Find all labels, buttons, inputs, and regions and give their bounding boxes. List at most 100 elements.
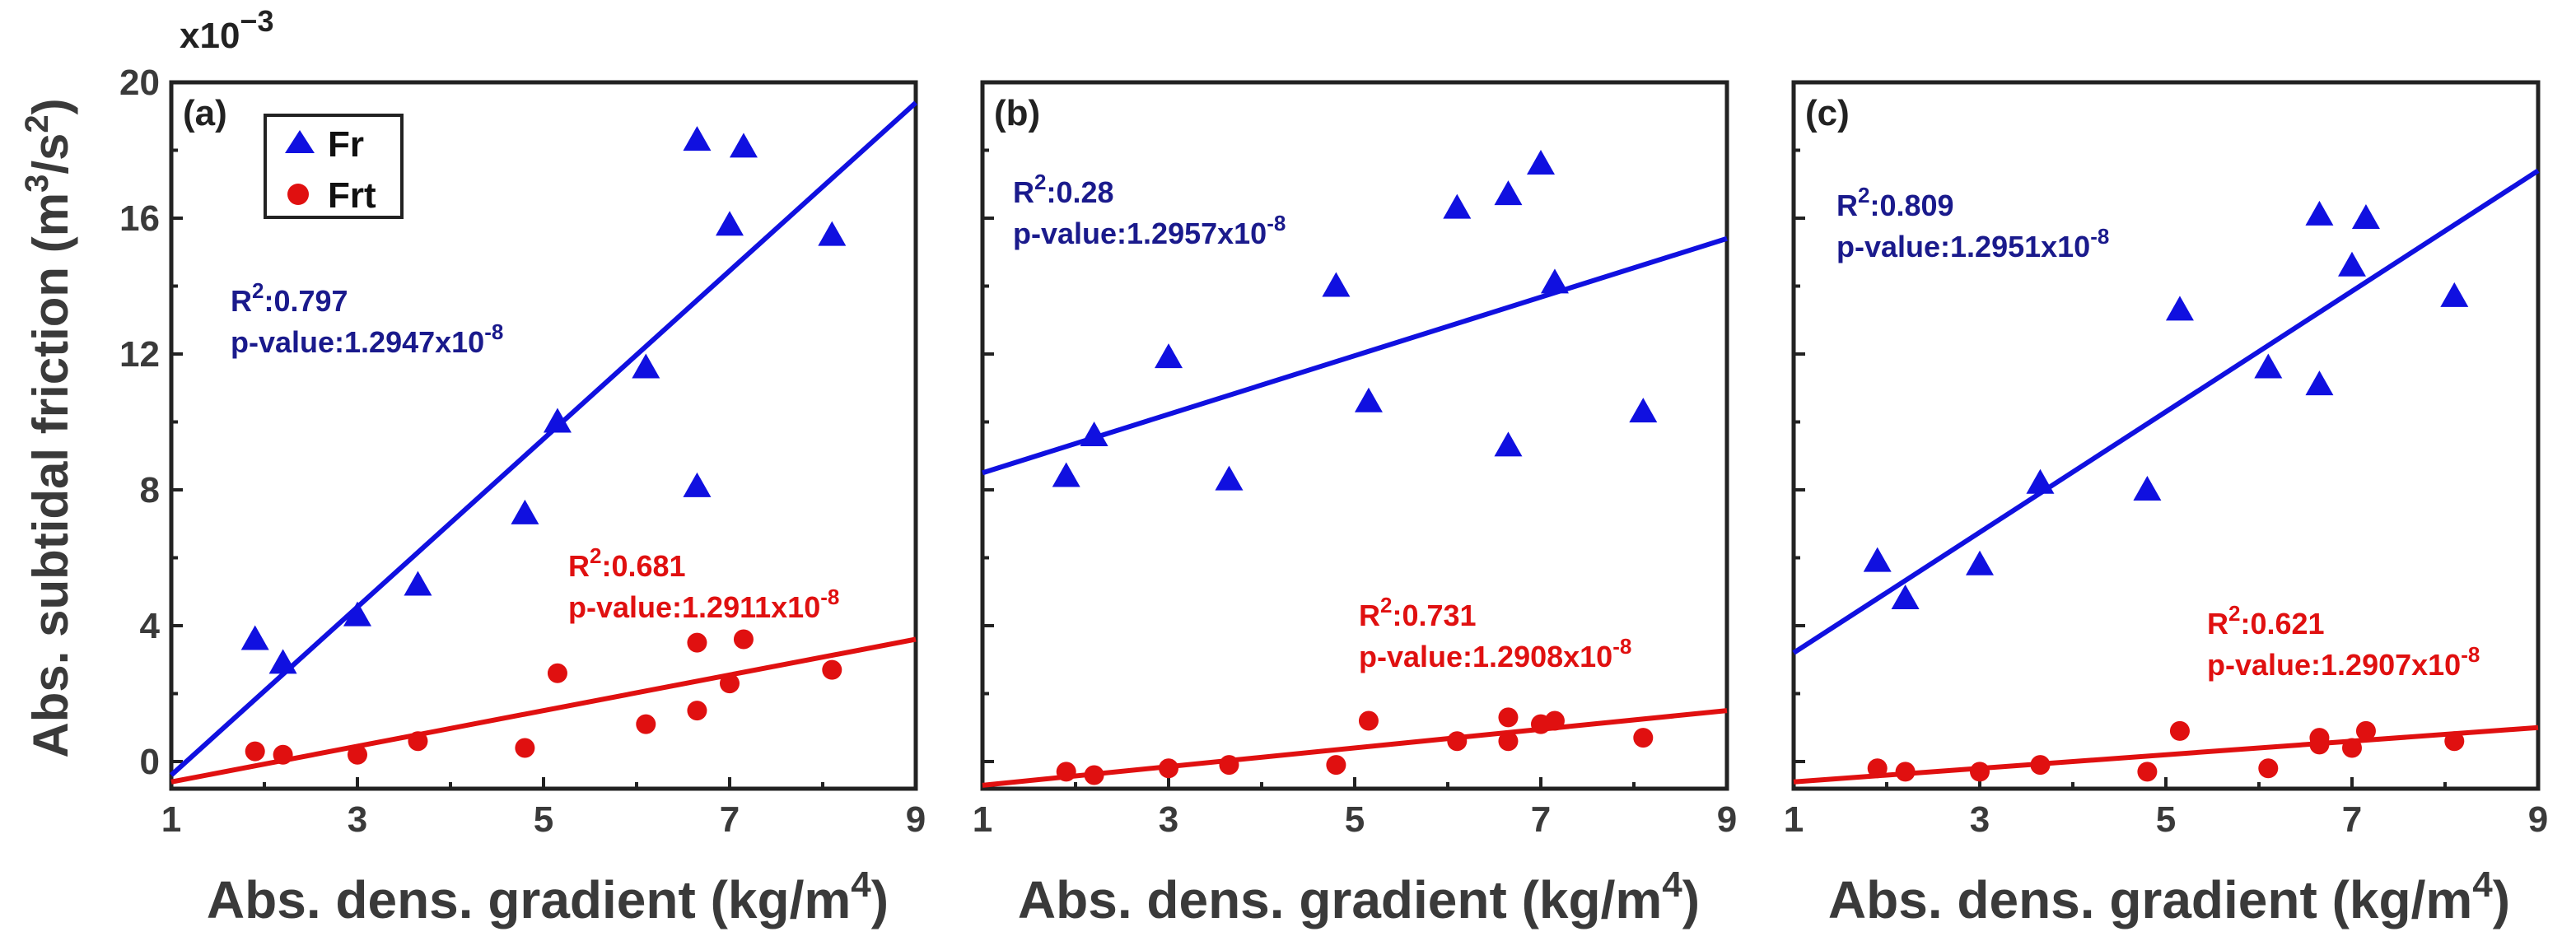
point-frt	[733, 629, 754, 650]
y-tick-label: 12	[119, 334, 160, 375]
point-frt	[2137, 762, 2158, 782]
fit-line-frt	[170, 636, 917, 785]
pvalue-annotation-fr: p-value:1.2947x10-8	[231, 319, 503, 359]
point-fr	[1629, 398, 1658, 423]
legend-box	[264, 114, 404, 219]
x-tick-label: 5	[2156, 799, 2176, 840]
point-frt	[636, 714, 656, 734]
panel-c: 1 3 5 7 9(c)R2:0.809p-value:1.2951x10-8R2:0.…	[1784, 80, 2548, 840]
x-tick-label: 1	[1784, 799, 1804, 840]
point-fr	[1155, 343, 1183, 369]
x-tick-label: 9	[2528, 799, 2548, 840]
point-fr	[1443, 193, 1472, 219]
point-frt	[1544, 710, 1565, 731]
point-fr	[632, 353, 660, 379]
legend: Fr Frt	[264, 114, 404, 219]
x-tick-label: 7	[720, 799, 740, 840]
panel-label: (b)	[994, 93, 1040, 133]
pvalue-annotation-frt: p-value:1.2907x10-8	[2207, 642, 2480, 682]
x-tick-label: 7	[1531, 799, 1551, 840]
point-frt	[1084, 765, 1104, 785]
r2-annotation-fr: R2:0.28	[1013, 170, 1114, 209]
fit-line-fr	[169, 100, 918, 777]
panel-label: (a)	[183, 93, 227, 133]
point-fr	[2305, 200, 2334, 226]
y-tick-label: 16	[119, 198, 160, 239]
point-frt	[822, 659, 842, 680]
r2-annotation-frt: R2:0.621	[2207, 601, 2325, 641]
point-frt	[348, 744, 367, 765]
point-frt	[1633, 728, 1654, 748]
point-fr	[2305, 370, 2334, 396]
point-fr	[1322, 272, 1351, 297]
point-frt	[1159, 758, 1178, 779]
point-frt	[2169, 720, 2190, 741]
point-fr	[1863, 547, 1892, 572]
r2-annotation-frt: R2:0.731	[1359, 593, 1477, 632]
point-frt	[720, 673, 740, 694]
x-tick-label: 5	[1345, 799, 1365, 840]
point-frt	[687, 632, 707, 653]
point-frt	[408, 731, 428, 752]
y-tick-label: 20	[119, 63, 160, 103]
y-tick-label: 0	[140, 742, 160, 782]
y-axis-label: Abs. subtidal friction (m3/s2)	[19, 98, 78, 757]
point-frt	[2309, 728, 2330, 748]
x-tick-label: 9	[906, 799, 926, 840]
point-frt	[2258, 758, 2279, 779]
pvalue-annotation-frt: p-value:1.2908x10-8	[1359, 634, 1631, 673]
point-frt	[2444, 731, 2465, 752]
point-fr	[1494, 431, 1523, 457]
point-frt	[1056, 762, 1076, 782]
panel-a: 1 3 5 7 9048121620(a)R2:0.797p-value:1.2947x…	[119, 63, 926, 840]
y-tick-label: 4	[140, 606, 161, 646]
fit-line-frt	[1793, 724, 2539, 785]
pvalue-annotation-fr: p-value:1.2957x10-8	[1013, 211, 1286, 250]
point-fr	[268, 649, 297, 674]
point-frt	[1219, 755, 1239, 776]
point-frt	[273, 744, 293, 765]
x-tick-label: 5	[534, 799, 553, 840]
point-fr	[2254, 353, 2283, 379]
fit-line-fr	[1792, 168, 2540, 655]
point-frt	[1867, 758, 1888, 779]
point-fr	[511, 499, 539, 524]
point-frt	[687, 701, 707, 721]
x-tick-label: 1	[973, 799, 992, 840]
legend-label-frt: Frt	[328, 175, 376, 216]
point-frt	[515, 738, 535, 758]
point-fr	[683, 126, 712, 151]
point-fr	[343, 601, 371, 627]
x-axis-label-b: Abs. dens. gradient (kg/m4)	[1018, 864, 1700, 929]
point-fr	[1966, 550, 1994, 575]
point-fr	[2026, 468, 2055, 494]
point-fr	[1540, 268, 1569, 294]
x-tick-label: 1	[161, 799, 181, 840]
point-fr	[2338, 251, 2366, 277]
pvalue-annotation-frt: p-value:1.2911x10-8	[568, 585, 839, 624]
point-frt	[1358, 710, 1379, 731]
point-frt	[1326, 755, 1346, 776]
point-fr	[683, 472, 712, 497]
pvalue-annotation-fr: p-value:1.2951x10-8	[1836, 224, 2109, 263]
fit-line-fr	[982, 235, 1728, 476]
x-tick-label: 3	[348, 799, 367, 840]
point-fr	[2440, 282, 2469, 307]
series-fr: R2:0.28p-value:1.2957x10-8	[982, 150, 1728, 491]
panel-b: 1 3 5 7 9 (b) R2:0.28p-value:1.2957x10-8 R2:0.7…	[973, 80, 1737, 840]
point-frt	[1895, 762, 1916, 782]
point-fr	[404, 571, 432, 596]
fit-line-frt	[982, 708, 1728, 788]
point-fr	[1891, 585, 1920, 609]
point-fr	[716, 211, 744, 236]
point-fr	[2165, 296, 2194, 321]
r2-annotation-fr: R2:0.809	[1836, 183, 1954, 222]
point-frt	[245, 741, 265, 762]
point-frt	[1498, 707, 1519, 728]
point-fr	[543, 408, 572, 433]
